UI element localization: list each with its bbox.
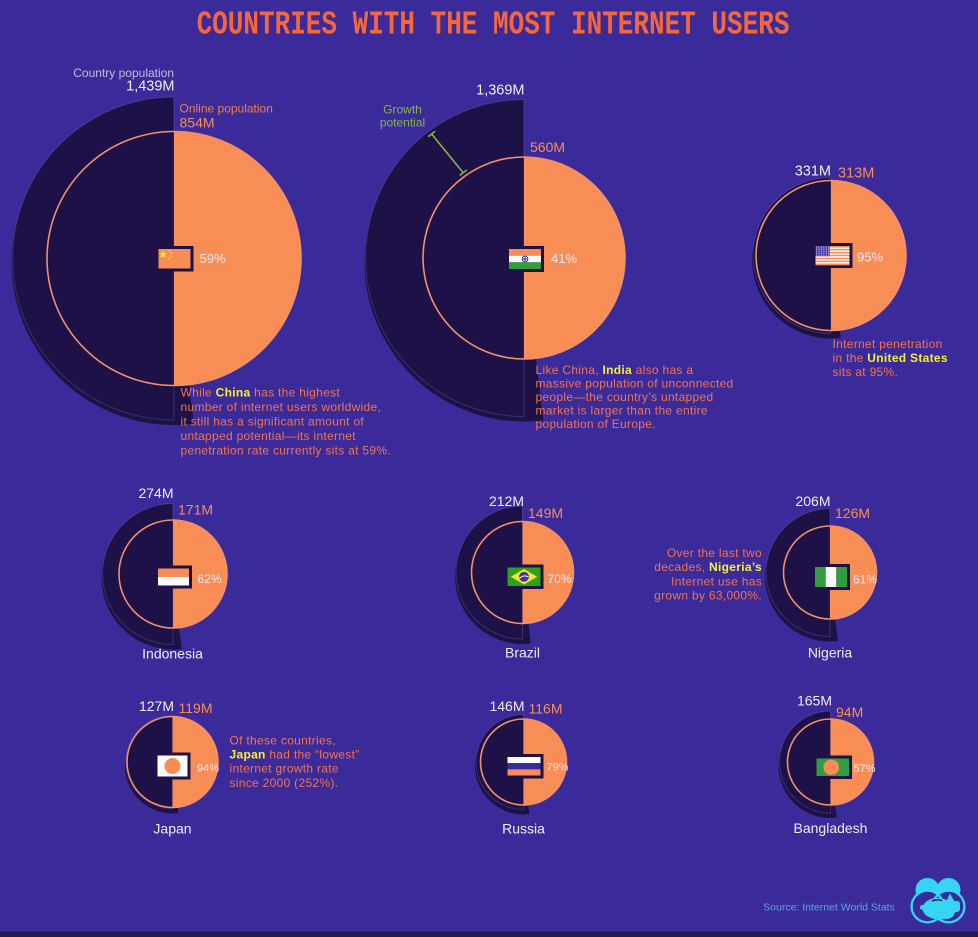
svg-text:Brazil: Brazil: [505, 645, 540, 661]
svg-text:171M: 171M: [178, 502, 213, 518]
svg-text:While China has the highest: While China has the highest: [181, 386, 341, 400]
svg-text:it still has a significant amo: it still has a significant amount of: [181, 415, 365, 429]
svg-text:Japan: Japan: [153, 821, 191, 837]
svg-text:59%: 59%: [200, 251, 226, 266]
svg-text:people—the country’s untapped: people—the country’s untapped: [536, 390, 714, 404]
svg-text:Japan had the “lowest”: Japan had the “lowest”: [230, 748, 360, 762]
svg-text:61%: 61%: [853, 573, 877, 587]
svg-text:Country population: Country population: [73, 66, 174, 80]
svg-text:206M: 206M: [795, 493, 830, 509]
svg-text:Over the last two: Over the last two: [667, 546, 762, 560]
svg-text:population of Europe.: population of Europe.: [536, 417, 656, 431]
svg-text:94%: 94%: [197, 763, 219, 775]
svg-text:grown by 63,000%.: grown by 63,000%.: [654, 589, 762, 603]
svg-text:Indonesia: Indonesia: [142, 646, 203, 662]
svg-text:Internet use has: Internet use has: [671, 574, 762, 588]
svg-text:in the United States: in the United States: [833, 351, 948, 365]
svg-text:62%: 62%: [198, 572, 222, 586]
svg-text:95%: 95%: [857, 250, 883, 265]
svg-text:119M: 119M: [179, 700, 213, 716]
svg-text:sits at 95%.: sits at 95%.: [833, 365, 899, 379]
svg-text:313M: 313M: [838, 166, 874, 182]
svg-text:Growth: Growth: [383, 103, 422, 117]
svg-text:Internet penetration: Internet penetration: [833, 337, 943, 351]
svg-text:since 2000 (252%).: since 2000 (252%).: [230, 776, 339, 790]
svg-text:165M: 165M: [797, 693, 832, 709]
svg-text:market is larger than the enti: market is larger than the entire: [536, 404, 708, 418]
svg-text:79%: 79%: [547, 762, 569, 774]
svg-text:number of internet users world: number of internet users worldwide,: [181, 400, 382, 414]
svg-text:854M: 854M: [180, 115, 215, 131]
svg-text:penetration rate currently sit: penetration rate currently sits at 59%.: [181, 444, 391, 458]
svg-text:126M: 126M: [835, 505, 870, 521]
svg-text:Nigeria: Nigeria: [808, 645, 853, 661]
svg-text:massive population of unconnec: massive population of unconnected: [536, 376, 734, 390]
svg-text:116M: 116M: [529, 701, 563, 717]
svg-text:212M: 212M: [489, 493, 524, 509]
svg-text:Online population: Online population: [180, 102, 273, 116]
svg-text:127M: 127M: [139, 698, 174, 714]
svg-text:41%: 41%: [551, 251, 577, 266]
svg-text:internet growth rate: internet growth rate: [230, 762, 339, 776]
svg-text:Source: Internet World Stats: Source: Internet World Stats: [763, 902, 895, 914]
svg-text:1,439M: 1,439M: [126, 79, 174, 95]
svg-text:1,369M: 1,369M: [476, 83, 524, 99]
svg-text:70%: 70%: [548, 572, 572, 586]
svg-text:Bangladesh: Bangladesh: [794, 820, 868, 836]
svg-text:Like China, India also has a: Like China, India also has a: [536, 363, 694, 377]
svg-text:146M: 146M: [489, 698, 524, 714]
svg-text:57%: 57%: [854, 763, 876, 775]
svg-text:331M: 331M: [795, 164, 831, 180]
svg-text:560M: 560M: [530, 139, 565, 155]
svg-text:149M: 149M: [528, 505, 563, 521]
svg-text:potential: potential: [380, 116, 425, 130]
svg-text:Of these countries,: Of these countries,: [230, 733, 336, 747]
svg-text:untapped potential—its interne: untapped potential—its internet: [181, 429, 357, 443]
svg-text:274M: 274M: [138, 485, 173, 501]
svg-text:COUNTRIES WITH THE MOST INTERN: COUNTRIES WITH THE MOST INTERNET USERS: [197, 6, 790, 44]
svg-text:decades, Nigeria’s: decades, Nigeria’s: [654, 560, 762, 574]
svg-text:Russia: Russia: [502, 821, 545, 837]
svg-text:94M: 94M: [836, 704, 863, 720]
